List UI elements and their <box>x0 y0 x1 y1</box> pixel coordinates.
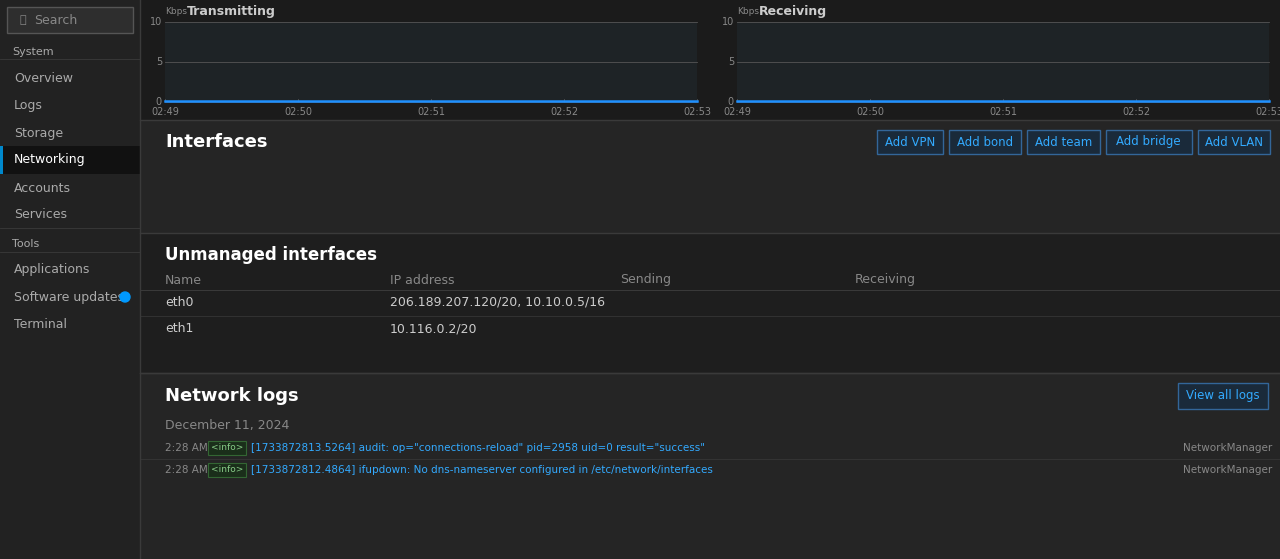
Text: Overview: Overview <box>14 73 73 86</box>
Text: NetworkManager: NetworkManager <box>1183 443 1272 453</box>
Text: <info>: <info> <box>211 466 243 475</box>
Text: 02:52: 02:52 <box>550 107 579 117</box>
Bar <box>207 441 246 455</box>
Text: 02:49: 02:49 <box>151 107 179 117</box>
Bar <box>6 7 133 33</box>
Text: Transmitting: Transmitting <box>187 6 276 18</box>
Text: <info>: <info> <box>211 443 243 452</box>
Text: Name: Name <box>165 273 202 287</box>
Bar <box>1106 130 1192 154</box>
Text: 206.189.207.120/20, 10.10.0.5/16: 206.189.207.120/20, 10.10.0.5/16 <box>390 296 605 309</box>
Text: Kbps: Kbps <box>165 7 187 17</box>
Text: Network logs: Network logs <box>165 387 298 405</box>
Text: Storage: Storage <box>14 126 63 140</box>
Text: eth0: eth0 <box>165 296 193 309</box>
Bar <box>207 463 246 477</box>
Bar <box>140 373 1280 559</box>
Bar <box>165 22 698 102</box>
Text: 0: 0 <box>728 97 733 107</box>
Bar <box>140 0 1280 120</box>
Text: December 11, 2024: December 11, 2024 <box>165 419 289 433</box>
Text: Unmanaged interfaces: Unmanaged interfaces <box>165 246 378 264</box>
Bar <box>1178 383 1268 409</box>
Text: View all logs: View all logs <box>1187 390 1260 402</box>
Text: Add bridge: Add bridge <box>1116 135 1181 149</box>
Text: [1733872813.5264] audit: op="connections-reload" pid=2958 uid=0 result="success": [1733872813.5264] audit: op="connections… <box>251 443 705 453</box>
Text: 2:28 AM: 2:28 AM <box>165 465 207 475</box>
Text: Sending: Sending <box>620 273 671 287</box>
Bar <box>1198 130 1270 154</box>
Text: Receiving: Receiving <box>855 273 916 287</box>
Text: Search: Search <box>35 13 77 26</box>
Bar <box>140 233 1280 373</box>
Text: Logs: Logs <box>14 100 42 112</box>
Text: Services: Services <box>14 209 67 221</box>
Text: Interfaces: Interfaces <box>165 133 268 151</box>
Text: 02:50: 02:50 <box>284 107 312 117</box>
Text: Tools: Tools <box>12 239 40 249</box>
Text: 02:51: 02:51 <box>417 107 445 117</box>
Text: 🔍: 🔍 <box>20 15 27 25</box>
Bar <box>140 120 1280 233</box>
Bar <box>1028 130 1100 154</box>
Text: 10: 10 <box>150 17 163 27</box>
Bar <box>0 0 140 559</box>
Bar <box>0 146 140 174</box>
Text: 02:53: 02:53 <box>1254 107 1280 117</box>
Text: Add VLAN: Add VLAN <box>1204 135 1263 149</box>
Bar <box>737 22 1268 102</box>
Bar <box>0 146 3 174</box>
Text: Terminal: Terminal <box>14 318 67 330</box>
Text: 10: 10 <box>722 17 733 27</box>
Text: Add VPN: Add VPN <box>884 135 936 149</box>
Bar <box>877 130 943 154</box>
Text: Networking: Networking <box>14 154 86 167</box>
Text: Applications: Applications <box>14 263 91 277</box>
Text: 02:53: 02:53 <box>684 107 710 117</box>
Text: Add bond: Add bond <box>957 135 1012 149</box>
Text: 10.116.0.2/20: 10.116.0.2/20 <box>390 323 477 335</box>
Text: 02:50: 02:50 <box>856 107 884 117</box>
Text: [1733872812.4864] ifupdown: No dns-nameserver configured in /etc/network/interfa: [1733872812.4864] ifupdown: No dns-names… <box>251 465 713 475</box>
Text: 02:52: 02:52 <box>1123 107 1149 117</box>
Bar <box>948 130 1021 154</box>
Text: eth1: eth1 <box>165 323 193 335</box>
Text: IP address: IP address <box>390 273 454 287</box>
Text: 02:49: 02:49 <box>723 107 751 117</box>
Text: Software updates: Software updates <box>14 291 124 304</box>
Text: Kbps: Kbps <box>737 7 759 17</box>
Text: Accounts: Accounts <box>14 182 70 195</box>
Text: 0: 0 <box>156 97 163 107</box>
Text: 5: 5 <box>728 57 733 67</box>
Text: NetworkManager: NetworkManager <box>1183 465 1272 475</box>
Circle shape <box>120 292 131 302</box>
Text: System: System <box>12 47 54 57</box>
Text: 2:28 AM: 2:28 AM <box>165 443 207 453</box>
Text: 5: 5 <box>156 57 163 67</box>
Text: 02:51: 02:51 <box>989 107 1018 117</box>
Text: Receiving: Receiving <box>759 6 827 18</box>
Text: Add team: Add team <box>1034 135 1092 149</box>
